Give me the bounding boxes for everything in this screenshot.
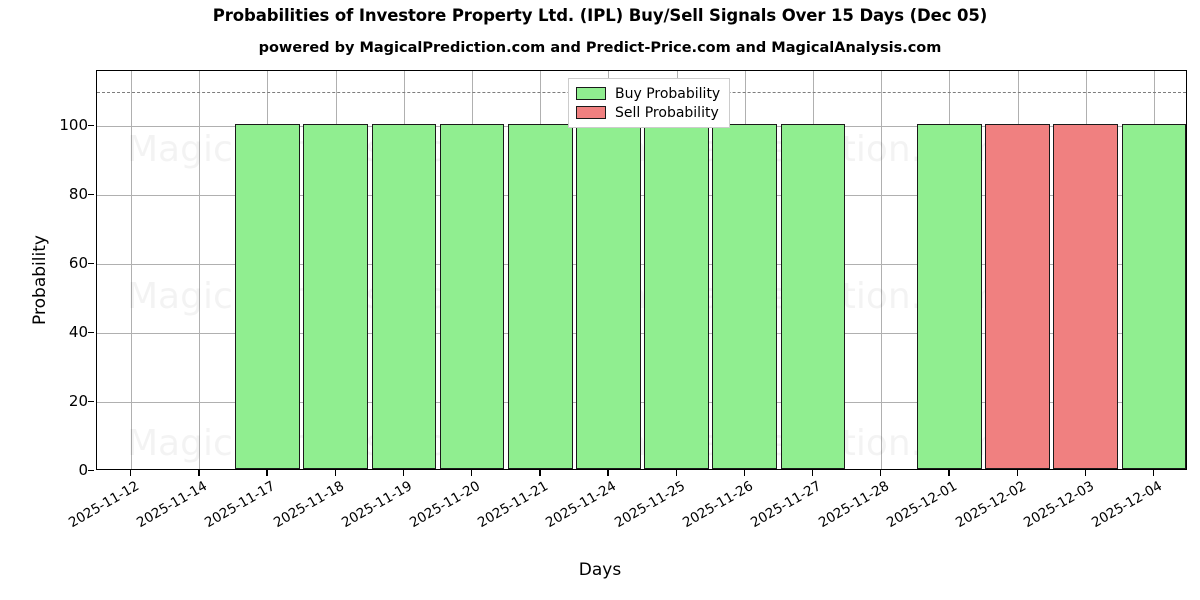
x-tick-label: 2025-12-04 [1088, 478, 1165, 532]
x-tick-label: 2025-11-17 [202, 478, 279, 532]
x-tick-label: 2025-11-14 [134, 478, 211, 532]
x-axis-label: Days [578, 560, 622, 580]
bar[interactable] [712, 124, 778, 469]
x-tick-mark [130, 470, 132, 476]
bar[interactable] [576, 124, 641, 469]
x-tick-mark [334, 470, 336, 476]
legend-label-sell: Sell Probability [615, 104, 719, 121]
x-tick-mark [1084, 470, 1087, 476]
x-tick-mark [811, 470, 814, 476]
bar[interactable] [780, 124, 846, 469]
x-tick-mark [471, 470, 473, 476]
x-tick-label: 2025-11-18 [270, 478, 347, 532]
x-tick-label: 2025-11-19 [338, 478, 415, 532]
gridline-vertical [199, 71, 200, 469]
legend-label-buy: Buy Probability [615, 85, 721, 102]
y-axis-tick-labels: 0 20 40 60 80 100 [8, 70, 88, 479]
x-tick-label: 2025-11-26 [679, 478, 756, 532]
x-tick-mark [1016, 470, 1018, 476]
y-tick-mark [88, 401, 94, 403]
y-tick-mark [88, 263, 94, 265]
x-tick-mark [607, 470, 609, 476]
legend-swatch-buy [576, 87, 606, 100]
x-tick-label: 2025-11-21 [475, 478, 552, 532]
gridline-horizontal [97, 402, 1186, 404]
x-tick-label: 2025-12-01 [884, 478, 961, 532]
x-tick-mark [539, 470, 541, 476]
x-tick-label: 2025-11-28 [816, 478, 893, 532]
x-tick-mark [948, 470, 950, 476]
x-tick-label: 2025-12-03 [1020, 478, 1097, 532]
plot-area: MagicalAnalysis.com MagicalPrediction.co… [96, 70, 1187, 470]
x-tick-mark [1152, 470, 1155, 476]
x-tick-mark [402, 470, 405, 476]
bar[interactable] [1053, 124, 1119, 469]
gridline-horizontal [97, 333, 1186, 335]
y-tick-label: 40 [68, 323, 88, 342]
chart-title: Probabilities of Investore Property Ltd.… [212, 6, 988, 25]
gridline-vertical [131, 71, 132, 469]
gridline-horizontal [97, 264, 1186, 266]
x-axis-tick-marks [96, 470, 1187, 477]
y-tick-mark [88, 332, 94, 334]
x-tick-mark [880, 470, 882, 476]
y-tick-mark [88, 194, 94, 196]
x-tick-label: 2025-11-27 [748, 478, 824, 532]
y-tick-label: 20 [68, 392, 88, 411]
gridline-vertical [881, 71, 882, 469]
y-tick-label: 100 [59, 116, 88, 135]
x-tick-label: 2025-11-25 [611, 478, 688, 532]
y-axis-tick-marks [0, 70, 96, 472]
x-tick-mark [266, 470, 268, 476]
x-tick-mark [743, 470, 746, 476]
bar[interactable] [985, 124, 1050, 469]
x-axis-tick-labels: 2025-11-12 2025-11-14 2025-11-17 2025-11-18… [66, 470, 1187, 560]
y-tick-label: 0 [78, 461, 88, 479]
bar[interactable] [235, 124, 300, 469]
chart-subtitle: powered by MagicalPrediction.com and Pre… [258, 40, 942, 56]
y-tick-label: 80 [68, 185, 88, 204]
y-tick-label: 60 [68, 254, 88, 273]
legend-item-buy[interactable]: Buy Probability [576, 84, 720, 103]
bar[interactable] [303, 124, 368, 469]
bar[interactable] [1121, 124, 1186, 469]
legend-item-sell[interactable]: Sell Probability [576, 103, 720, 122]
legend-swatch-sell [576, 106, 606, 119]
bar[interactable] [644, 124, 709, 469]
chart-legend: Buy Probability Sell Probability [568, 78, 731, 128]
x-tick-mark [198, 470, 200, 476]
y-tick-mark [88, 125, 94, 127]
y-tick-mark [88, 470, 94, 472]
bar[interactable] [917, 124, 982, 469]
bar[interactable] [439, 124, 505, 469]
gridline-horizontal [97, 195, 1186, 197]
x-tick-label: 2025-12-02 [952, 478, 1029, 532]
bar[interactable] [507, 124, 573, 469]
x-tick-label: 2025-11-20 [407, 478, 484, 532]
x-tick-mark [675, 470, 677, 476]
bar[interactable] [371, 124, 437, 469]
x-tick-label: 2025-11-24 [543, 478, 620, 532]
x-tick-label: 2025-11-12 [66, 478, 143, 532]
